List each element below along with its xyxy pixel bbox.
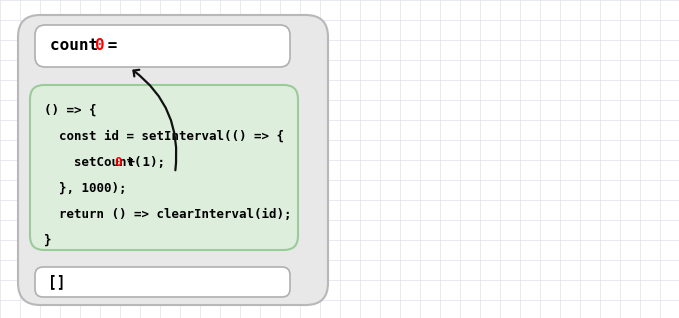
Text: 0: 0 bbox=[95, 38, 105, 53]
Text: + 1);: + 1); bbox=[120, 156, 164, 169]
Text: }, 1000);: }, 1000); bbox=[44, 182, 126, 195]
Text: () => {: () => { bbox=[44, 104, 96, 117]
FancyBboxPatch shape bbox=[30, 85, 298, 250]
Text: const id = setInterval(() => {: const id = setInterval(() => { bbox=[44, 130, 284, 143]
FancyBboxPatch shape bbox=[18, 15, 328, 305]
Text: return () => clearInterval(id);: return () => clearInterval(id); bbox=[44, 208, 291, 221]
Text: setCount(: setCount( bbox=[44, 156, 141, 169]
Text: count =: count = bbox=[50, 38, 127, 53]
FancyBboxPatch shape bbox=[35, 267, 290, 297]
Text: 0: 0 bbox=[114, 156, 122, 169]
Text: }: } bbox=[44, 234, 52, 247]
Text: []: [] bbox=[48, 274, 65, 289]
FancyBboxPatch shape bbox=[35, 25, 290, 67]
